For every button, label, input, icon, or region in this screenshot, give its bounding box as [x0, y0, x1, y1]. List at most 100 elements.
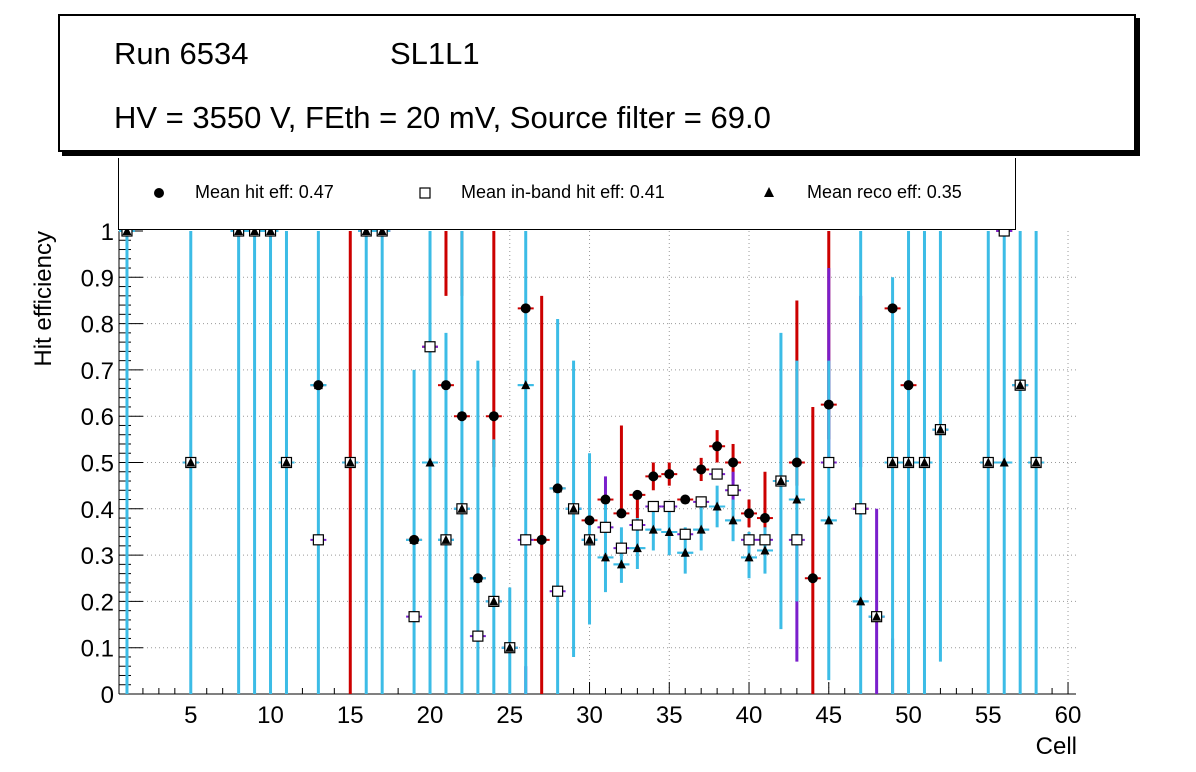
hit-eff-point [680, 494, 691, 505]
reco-eff-point [760, 545, 770, 555]
hit-eff-point [903, 380, 914, 391]
reco-eff-point [553, 483, 563, 493]
legend-label-reco: Mean reco eff: 0.35 [807, 182, 962, 202]
conditions-label: HV = 3550 V, FEth = 20 mV, Source filter… [114, 100, 771, 135]
reco-eff-point [999, 457, 1009, 467]
hit-eff-point [664, 469, 675, 480]
hit-eff-point [807, 573, 818, 584]
inband-eff-point [727, 484, 739, 496]
y-tick-label: 0.6 [81, 404, 114, 431]
filled-triangle-icon [764, 187, 774, 197]
reco-eff-point [441, 534, 451, 544]
reco-eff-point [616, 559, 626, 569]
inband-eff-point [631, 519, 643, 531]
y-tick-label: 0.3 [81, 543, 114, 570]
reco-eff-point [1031, 457, 1041, 467]
x-tick-label: 20 [417, 702, 444, 729]
y-tick-label: 0.4 [81, 497, 114, 524]
y-tick-label: 0.1 [81, 636, 114, 663]
reco-eff-point [234, 226, 244, 235]
reco-eff-point [585, 534, 595, 544]
reco-eff-point [983, 457, 993, 467]
reco-eff-point [489, 596, 499, 606]
inband-eff-point [711, 468, 723, 480]
x-tick-label: 40 [736, 702, 763, 729]
reco-eff-point [904, 457, 914, 467]
reco-eff-point [872, 611, 882, 621]
hit-eff-point [648, 471, 659, 482]
inband-eff-point [663, 500, 675, 513]
open-square-icon [419, 187, 431, 199]
hit-eff-point [791, 457, 802, 468]
reco-eff-point [1015, 380, 1025, 390]
reco-eff-point [792, 494, 802, 504]
x-axis-title: Cell [1036, 733, 1077, 760]
y-tick-label: 0 [101, 682, 114, 709]
inband-eff-point [791, 534, 803, 546]
y-axis-title: Hit efficiency [30, 231, 57, 367]
reco-eff-point [186, 457, 196, 467]
reco-eff-point [377, 226, 387, 235]
inband-eff-point [599, 521, 612, 533]
x-tick-label: 5 [184, 702, 197, 729]
reco-eff-point [856, 596, 866, 606]
reco-eff-point [569, 503, 579, 513]
reco-eff-point [776, 476, 786, 486]
legend: Mean hit eff: 0.47 Mean in-band hit eff:… [118, 158, 1016, 230]
hit-eff-point [536, 534, 547, 545]
reco-eff-point [600, 552, 610, 562]
inband-eff-point [520, 534, 532, 546]
x-tick-label: 55 [975, 702, 1002, 729]
hit-eff-point [584, 515, 595, 526]
reco-eff-point [744, 552, 754, 562]
y-tick-label: 0.9 [81, 265, 114, 292]
x-tick-label: 35 [656, 702, 683, 729]
reco-eff-point [505, 642, 515, 652]
legend-label-hit: Mean hit eff: 0.47 [195, 182, 334, 202]
reco-eff-point [696, 524, 706, 534]
hit-eff-point [632, 489, 643, 500]
x-tick-label: 45 [815, 702, 842, 729]
inband-eff-point [823, 456, 835, 469]
data-markers [121, 225, 1042, 654]
reco-eff-point [425, 457, 435, 467]
hit-eff-point [696, 464, 707, 475]
run-info-box: Run 6534 SL1L1 HV = 3550 V, FEth = 20 mV… [58, 14, 1136, 152]
x-tick-label: 30 [576, 702, 603, 729]
reco-eff-point [888, 457, 898, 467]
reco-eff-point [919, 457, 929, 467]
inband-eff-point [855, 503, 867, 515]
x-tick-label: 25 [496, 702, 523, 729]
x-tick-label: 15 [337, 702, 364, 729]
reco-eff-point [521, 380, 531, 390]
reco-eff-point [648, 524, 658, 534]
filled-circle-icon [154, 188, 164, 198]
inband-eff-point [695, 496, 707, 508]
reco-eff-point [281, 457, 291, 467]
hit-eff-point [887, 303, 898, 314]
inband-eff-point [743, 534, 755, 546]
reco-eff-point [457, 503, 467, 513]
axis-ticks: 5 10 15 20 25 30 35 40 45 50 55 60 0 0.1 0.2 0.3 0.4 0.5 0… [81, 219, 1082, 729]
reco-eff-point [473, 573, 483, 583]
hit-eff-point [744, 508, 755, 519]
y-tick-label: 0.7 [81, 358, 114, 385]
reco-eff-point [250, 226, 260, 235]
reco-eff-point [664, 526, 674, 536]
run-label: Run 6534 [114, 36, 249, 71]
x-tick-label: 60 [1055, 702, 1082, 729]
hit-eff-point [488, 411, 499, 422]
inband-eff-point [552, 585, 564, 597]
inband-eff-point [679, 528, 691, 540]
hit-eff-point [456, 411, 467, 422]
legend-label-inband: Mean in-band hit eff: 0.41 [461, 182, 665, 202]
reco-eff-point [632, 543, 642, 553]
hit-eff-point [600, 494, 611, 505]
reco-eff-point [409, 534, 419, 544]
inband-eff-point [615, 542, 628, 554]
hit-eff-point [759, 513, 770, 524]
inband-eff-point [647, 500, 659, 513]
hit-eff-point [440, 380, 451, 391]
inband-eff-point [424, 341, 436, 353]
